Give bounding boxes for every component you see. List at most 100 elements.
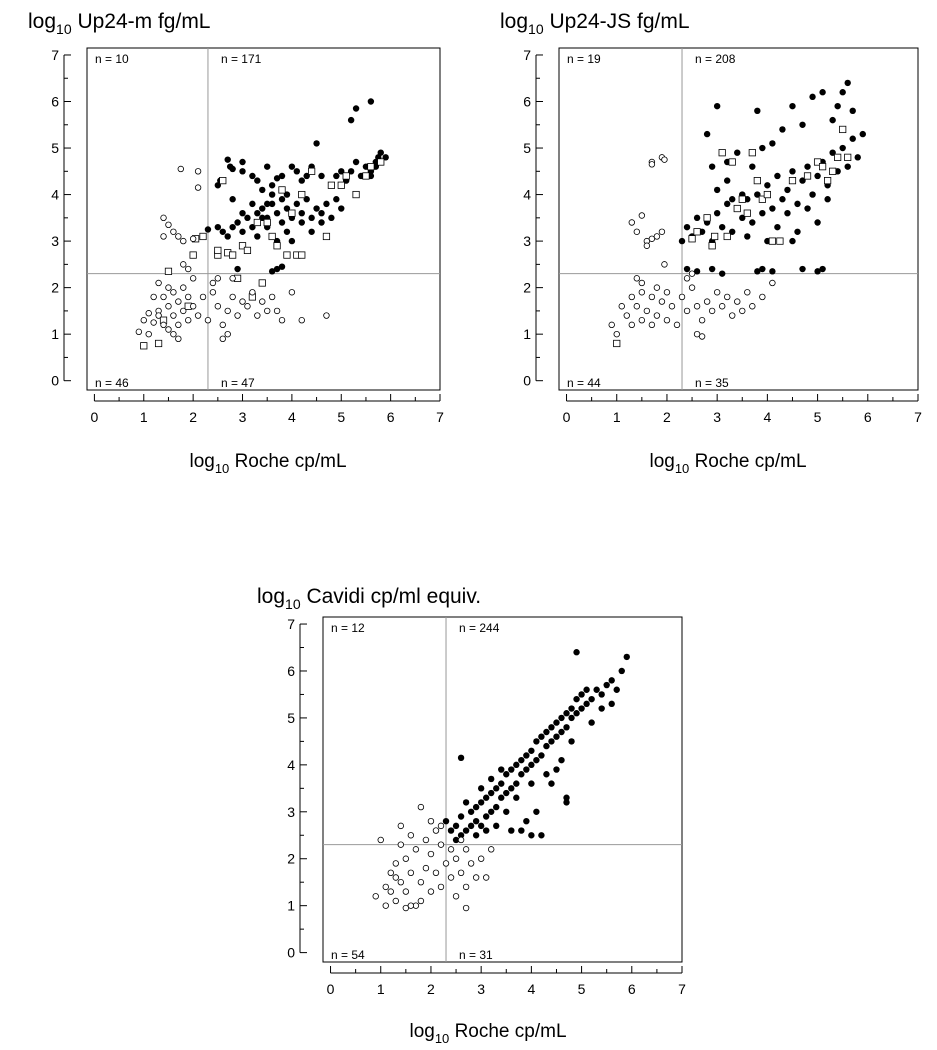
- point-filled-circle: [482, 813, 490, 820]
- point-filled-circle: [543, 742, 550, 750]
- point-open-square: [728, 158, 736, 166]
- point-filled-circle: [754, 107, 761, 115]
- point-open-circle: [658, 228, 666, 235]
- point-open-square: [298, 190, 306, 199]
- point-filled-circle: [264, 200, 271, 208]
- point-filled-circle: [498, 766, 505, 773]
- point-open-square: [298, 251, 306, 259]
- point-open-circle: [613, 330, 620, 338]
- point-open-circle: [234, 312, 241, 319]
- point-filled-circle: [523, 752, 530, 759]
- x-tick-label: 5: [337, 409, 345, 425]
- point-open-circle: [638, 212, 646, 219]
- point-filled-circle: [288, 163, 296, 170]
- point-open-circle: [219, 321, 226, 329]
- point-open-circle: [749, 303, 756, 310]
- point-open-circle: [189, 275, 197, 282]
- point-filled-circle: [288, 237, 296, 245]
- point-open-circle: [663, 289, 671, 296]
- point-filled-circle: [493, 822, 500, 830]
- quadrant-count-top-left: n = 19: [567, 52, 601, 66]
- point-open-circle: [170, 330, 177, 338]
- point-filled-circle: [809, 191, 816, 198]
- point-open-circle: [693, 303, 701, 310]
- point-open-circle: [392, 874, 400, 881]
- point-open-circle: [382, 902, 389, 909]
- point-open-circle: [442, 860, 450, 867]
- point-filled-circle: [834, 102, 841, 110]
- point-open-circle: [170, 228, 177, 235]
- point-open-circle: [177, 165, 185, 173]
- point-open-circle: [488, 846, 495, 853]
- point-open-circle: [199, 293, 207, 301]
- point-open-square: [758, 195, 766, 203]
- point-filled-circle: [268, 182, 276, 189]
- y-tick-label: 6: [287, 663, 295, 679]
- point-filled-circle: [447, 827, 455, 834]
- point-filled-circle: [493, 785, 500, 792]
- point-filled-circle: [759, 265, 766, 273]
- point-filled-circle: [754, 268, 761, 275]
- point-filled-circle: [482, 827, 490, 834]
- y-tick-label: 1: [523, 326, 531, 342]
- point-open-circle: [402, 904, 410, 912]
- y-tick-label: 1: [51, 326, 59, 342]
- point-open-circle: [668, 303, 676, 310]
- point-filled-circle: [323, 200, 330, 208]
- quadrant-count-top-right: n = 244: [459, 621, 500, 635]
- point-open-circle: [209, 279, 217, 287]
- point-filled-circle: [503, 771, 510, 778]
- point-filled-circle: [543, 771, 550, 778]
- point-open-circle: [447, 846, 455, 853]
- x-tick-label: 2: [427, 981, 435, 997]
- point-open-square: [723, 232, 731, 241]
- plot-frame: [86, 47, 441, 391]
- point-filled-circle: [558, 728, 565, 736]
- point-open-circle: [239, 298, 246, 305]
- point-filled-circle: [573, 649, 580, 656]
- point-filled-circle: [749, 163, 756, 170]
- point-filled-circle: [239, 228, 246, 235]
- point-filled-circle: [528, 780, 535, 787]
- point-open-circle: [417, 897, 425, 905]
- point-filled-circle: [298, 209, 305, 217]
- point-open-circle: [392, 860, 400, 867]
- panel-up24-m: log10 Up24-m fg/mL 0 1 2 3 4 5 6 7 0 1 2 3 4 5 6 7 log10 …: [28, 10, 444, 476]
- point-open-circle: [407, 869, 415, 877]
- y-tick-label: 6: [51, 94, 59, 110]
- point-filled-circle: [367, 98, 375, 105]
- point-open-square: [367, 163, 375, 171]
- point-open-circle: [402, 888, 410, 895]
- point-filled-circle: [452, 836, 460, 844]
- point-filled-circle: [538, 832, 545, 839]
- point-open-circle: [422, 836, 430, 844]
- point-open-circle: [713, 289, 721, 296]
- point-open-circle: [180, 261, 187, 268]
- point-filled-circle: [239, 158, 246, 166]
- point-filled-circle: [678, 237, 686, 245]
- point-open-circle: [135, 328, 143, 336]
- point-open-circle: [387, 888, 394, 895]
- point-filled-circle: [488, 789, 495, 797]
- point-open-circle: [150, 293, 157, 301]
- point-filled-circle: [729, 196, 736, 203]
- x-tick-label: 4: [763, 409, 771, 425]
- point-open-square: [258, 279, 266, 287]
- point-open-circle: [382, 883, 389, 891]
- point-open-circle: [229, 275, 236, 282]
- point-open-circle: [407, 902, 415, 909]
- plot-frame: [558, 47, 919, 391]
- point-filled-circle: [513, 761, 520, 769]
- y-tick-label: 7: [287, 616, 295, 632]
- y-tick-label: 5: [523, 140, 531, 156]
- point-open-circle: [653, 233, 661, 240]
- point-open-circle: [739, 307, 746, 315]
- point-filled-circle: [457, 832, 465, 839]
- point-filled-circle: [508, 827, 515, 834]
- point-open-circle: [437, 841, 445, 848]
- point-open-circle: [407, 832, 415, 839]
- point-filled-circle: [718, 270, 726, 277]
- point-filled-circle: [229, 165, 236, 173]
- point-filled-circle: [563, 794, 570, 801]
- point-open-circle: [734, 298, 741, 305]
